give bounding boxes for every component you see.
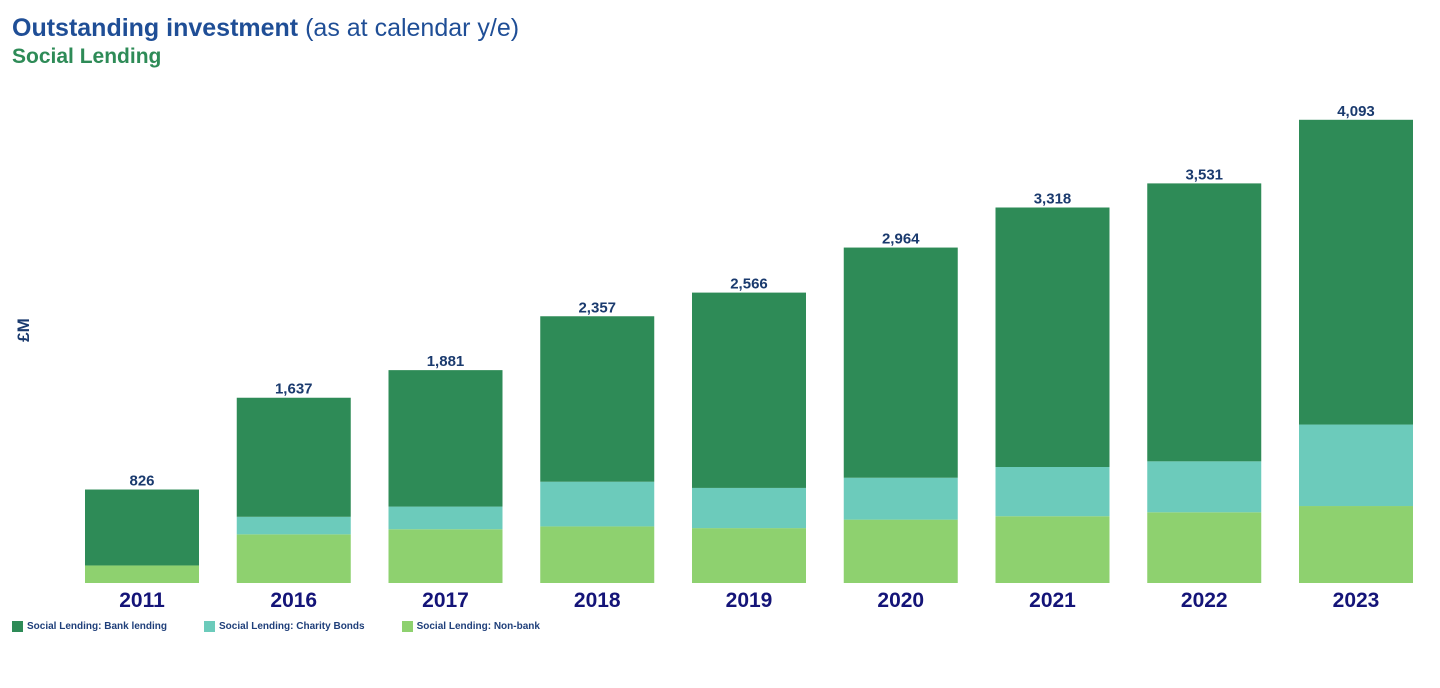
bar-segment-2023-social-lending-bank-lending (1299, 119, 1413, 425)
bar-segment-2016-social-lending-charity-bonds (236, 516, 351, 535)
total-label-2011: 826 (129, 473, 154, 490)
legend-label-bank-lending: Social Lending: Bank lending (27, 621, 168, 632)
bar-segment-2022-social-lending-non-bank (1147, 512, 1262, 583)
legend-swatch-bank-lending (12, 621, 23, 632)
chart-title-block: Outstanding investment (as at calendar y… (12, 12, 519, 70)
x-tick-label-2016: 2016 (270, 589, 317, 612)
bar-segment-2020-social-lending-charity-bonds (843, 477, 958, 520)
bars-group (85, 119, 1413, 583)
x-tick-label-2021: 2021 (1029, 589, 1076, 612)
bar-segment-2020-social-lending-bank-lending (843, 247, 958, 478)
chart-title: Outstanding investment (as at calendar y… (12, 12, 519, 44)
bar-segment-2011-social-lending-non-bank (85, 565, 199, 583)
total-labels-group: 826 1,637 1,881 2,357 2,566 2,964 3,318 3,531 4,… (129, 103, 1374, 490)
legend-label-charity-bonds: Social Lending: Charity Bonds (219, 621, 365, 632)
x-tick-label-2023: 2023 (1333, 589, 1380, 612)
bar-segment-2023-social-lending-charity-bonds (1299, 424, 1413, 507)
x-tick-label-2018: 2018 (574, 589, 621, 612)
bar-segment-2019-social-lending-bank-lending (692, 292, 806, 488)
bar-segment-2021-social-lending-non-bank (995, 516, 1110, 583)
total-label-2019: 2,566 (730, 276, 768, 293)
legend-label-non-bank: Social Lending: Non-bank (416, 621, 540, 632)
x-tick-label-2020: 2020 (877, 589, 924, 612)
bar-segment-2016-social-lending-non-bank (236, 534, 351, 583)
bar-segment-2022-social-lending-bank-lending (1147, 183, 1262, 462)
total-label-2016: 1,637 (275, 381, 313, 398)
bar-segment-2016-social-lending-bank-lending (236, 397, 351, 517)
chart-title-bold: Outstanding investment (12, 14, 299, 42)
bar-segment-2017-social-lending-non-bank (388, 529, 503, 583)
chart-title-suffix: (as at calendar y/e) (305, 14, 520, 42)
x-tick-label-2011: 2011 (119, 589, 165, 612)
x-tick-label-2017: 2017 (422, 589, 469, 612)
total-label-2021: 3,318 (1034, 191, 1072, 208)
total-label-2017: 1,881 (427, 353, 465, 370)
total-label-2023: 4,093 (1337, 103, 1375, 120)
legend-item-charity-bonds: Social Lending: Charity Bonds (204, 621, 365, 632)
bar-segment-2023-social-lending-non-bank (1299, 506, 1413, 583)
bar-segment-2017-social-lending-bank-lending (388, 370, 503, 507)
bar-segment-2019-social-lending-non-bank (692, 528, 806, 583)
total-label-2022: 3,531 (1185, 166, 1223, 183)
legend-item-non-bank: Social Lending: Non-bank (401, 621, 540, 632)
bar-segment-2020-social-lending-non-bank (843, 519, 958, 583)
bar-segment-2021-social-lending-charity-bonds (995, 467, 1110, 517)
bar-segment-2018-social-lending-non-bank (540, 526, 655, 583)
bar-segment-2022-social-lending-charity-bonds (1147, 461, 1262, 513)
legend-swatch-non-bank (401, 621, 413, 632)
legend-swatch-charity-bonds (204, 621, 216, 632)
chart-subtitle: Social Lending (12, 45, 162, 68)
chart-legend: Social Lending: Bank lending Social Lend… (12, 621, 577, 632)
y-axis-label: £M (14, 318, 33, 342)
bar-segment-2019-social-lending-charity-bonds (692, 487, 806, 529)
total-label-2020: 2,964 (882, 231, 920, 248)
bar-segment-2018-social-lending-charity-bonds (540, 481, 655, 527)
bar-segment-2021-social-lending-bank-lending (995, 207, 1110, 467)
legend-item-bank-lending: Social Lending: Bank lending (12, 621, 167, 632)
total-label-2018: 2,357 (578, 299, 616, 316)
bar-segment-2017-social-lending-charity-bonds (388, 506, 503, 530)
bar-segment-2011-social-lending-bank-lending (85, 489, 199, 566)
x-axis-ticks: 2011 2016 2017 2018 2019 2020 2021 2022 2023 (119, 589, 1379, 612)
bar-segment-2018-social-lending-bank-lending (540, 316, 655, 482)
x-tick-label-2022: 2022 (1181, 589, 1228, 612)
x-tick-label-2019: 2019 (726, 589, 773, 612)
